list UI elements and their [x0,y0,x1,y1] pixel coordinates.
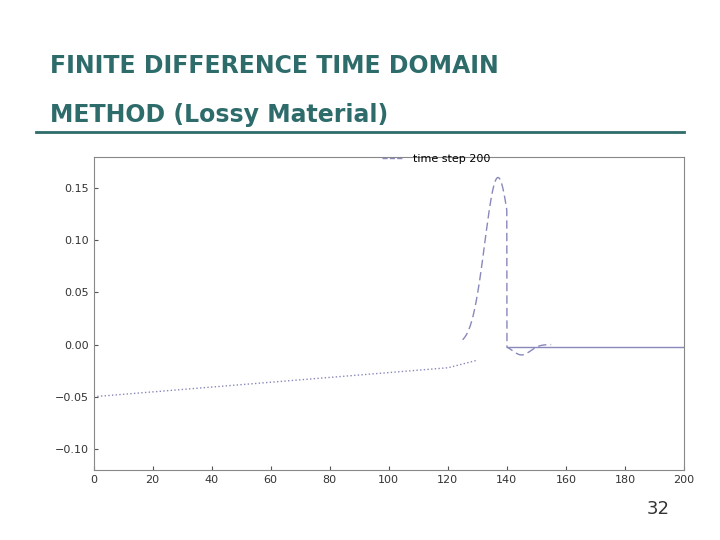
Text: METHOD (Lossy Material): METHOD (Lossy Material) [50,103,389,126]
Text: FINITE DIFFERENCE TIME DOMAIN: FINITE DIFFERENCE TIME DOMAIN [50,54,499,78]
Legend: time step 200: time step 200 [377,150,495,168]
Text: 32: 32 [647,501,670,518]
